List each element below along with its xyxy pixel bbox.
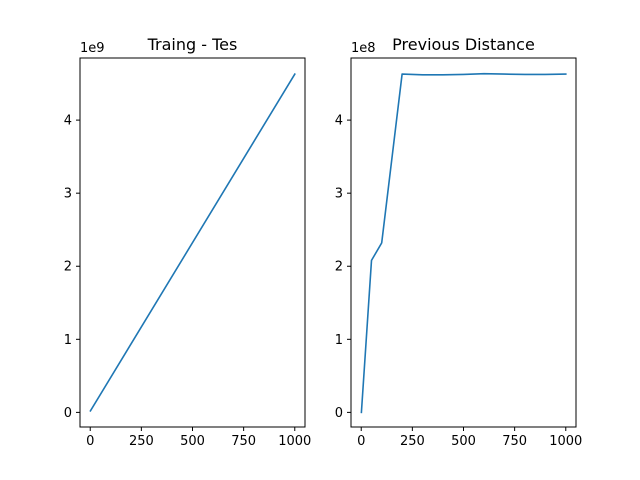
tick-layer: 0 250 500 750 1000 0 1 2 3 4	[335, 114, 583, 449]
y-tick-label: 4	[335, 114, 343, 129]
series-line	[360, 72, 567, 414]
y-tick-label: 2	[335, 260, 343, 275]
x-tick-label: 1000	[278, 434, 311, 449]
series-layer	[360, 72, 567, 414]
y-offset-label: 1e8	[351, 41, 376, 56]
axes-frame	[350, 57, 577, 428]
x-tick-label: 500	[180, 434, 205, 449]
y-offset-label: 1e9	[80, 41, 105, 56]
tick-layer: 0 250 500 750 1000 0 1 2 3 4	[64, 114, 312, 449]
chart-title: Traing - Tes	[147, 35, 238, 54]
x-tick-label: 750	[502, 434, 527, 449]
x-tick-label: 0	[357, 434, 365, 449]
y-tick-label: 1	[335, 333, 343, 348]
y-tick-label: 3	[64, 187, 72, 202]
right-chart: Previous Distance 1e8 0 250 500 750 1000 0 1 2 3…	[335, 35, 583, 449]
y-tick-label: 0	[64, 406, 72, 421]
axes-frame	[79, 57, 306, 428]
x-tick-label: 250	[400, 434, 425, 449]
series-layer	[89, 73, 296, 412]
series-line	[89, 73, 296, 412]
left-chart: Traing - Tes 1e9 0 250 500 750 1000 0 1 2 3 4	[64, 35, 312, 449]
y-tick-label: 3	[335, 187, 343, 202]
x-tick-label: 1000	[549, 434, 582, 449]
y-tick-label: 4	[64, 114, 72, 129]
x-tick-label: 750	[231, 434, 256, 449]
y-tick-label: 2	[64, 260, 72, 275]
chart-title: Previous Distance	[392, 35, 535, 54]
x-tick-label: 500	[451, 434, 476, 449]
y-tick-label: 1	[64, 333, 72, 348]
x-tick-label: 0	[86, 434, 94, 449]
x-tick-label: 250	[129, 434, 154, 449]
y-tick-label: 0	[335, 406, 343, 421]
